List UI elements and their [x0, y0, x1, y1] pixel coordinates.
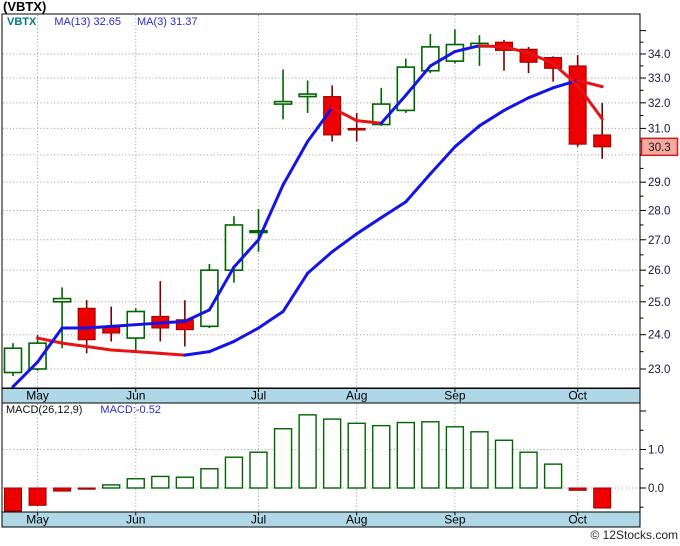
svg-text:1.0: 1.0 [648, 445, 664, 457]
macd-legend: MACD(26,12,9) MACD:-0.52 [6, 404, 161, 416]
svg-text:28.0: 28.0 [648, 205, 670, 217]
macd-value-label: MACD:-0.52 [100, 404, 161, 416]
svg-text:Jun: Jun [126, 513, 145, 527]
svg-text:24.0: 24.0 [648, 330, 670, 342]
svg-text:33.0: 33.0 [648, 73, 670, 85]
svg-text:Jun: Jun [126, 389, 145, 403]
svg-text:May: May [26, 389, 49, 403]
svg-text:Oct: Oct [568, 513, 587, 527]
ma13-legend: MA(13) 32.65 [54, 16, 121, 28]
svg-text:Aug: Aug [346, 513, 367, 527]
svg-text:25.0: 25.0 [648, 297, 670, 309]
svg-text:May: May [26, 513, 49, 527]
page-title: (VBTX) [3, 0, 47, 14]
svg-text:Aug: Aug [346, 389, 367, 403]
macd-params-label: MACD(26,12,9) [6, 404, 83, 416]
svg-text:32.0: 32.0 [648, 98, 670, 110]
svg-text:0.0: 0.0 [648, 483, 664, 495]
price-legend: VBTX MA(13) 32.65 MA(3) 31.37 [7, 16, 198, 28]
svg-text:Jul: Jul [251, 513, 266, 527]
svg-text:27.0: 27.0 [648, 235, 670, 247]
svg-text:29.0: 29.0 [648, 177, 670, 189]
svg-text:Sep: Sep [444, 389, 466, 403]
svg-text:26.0: 26.0 [648, 265, 670, 277]
symbol-label: VBTX [7, 16, 37, 28]
credit-watermark: © 12Stocks.com [590, 528, 678, 542]
svg-text:23.0: 23.0 [648, 364, 670, 376]
svg-text:31.0: 31.0 [648, 123, 670, 135]
svg-text:30.3: 30.3 [648, 142, 670, 154]
ma3-legend: MA(3) 31.37 [137, 16, 198, 28]
svg-text:Oct: Oct [568, 389, 587, 403]
svg-text:Sep: Sep [444, 513, 466, 527]
svg-text:Jul: Jul [251, 389, 266, 403]
svg-text:34.0: 34.0 [648, 49, 670, 61]
